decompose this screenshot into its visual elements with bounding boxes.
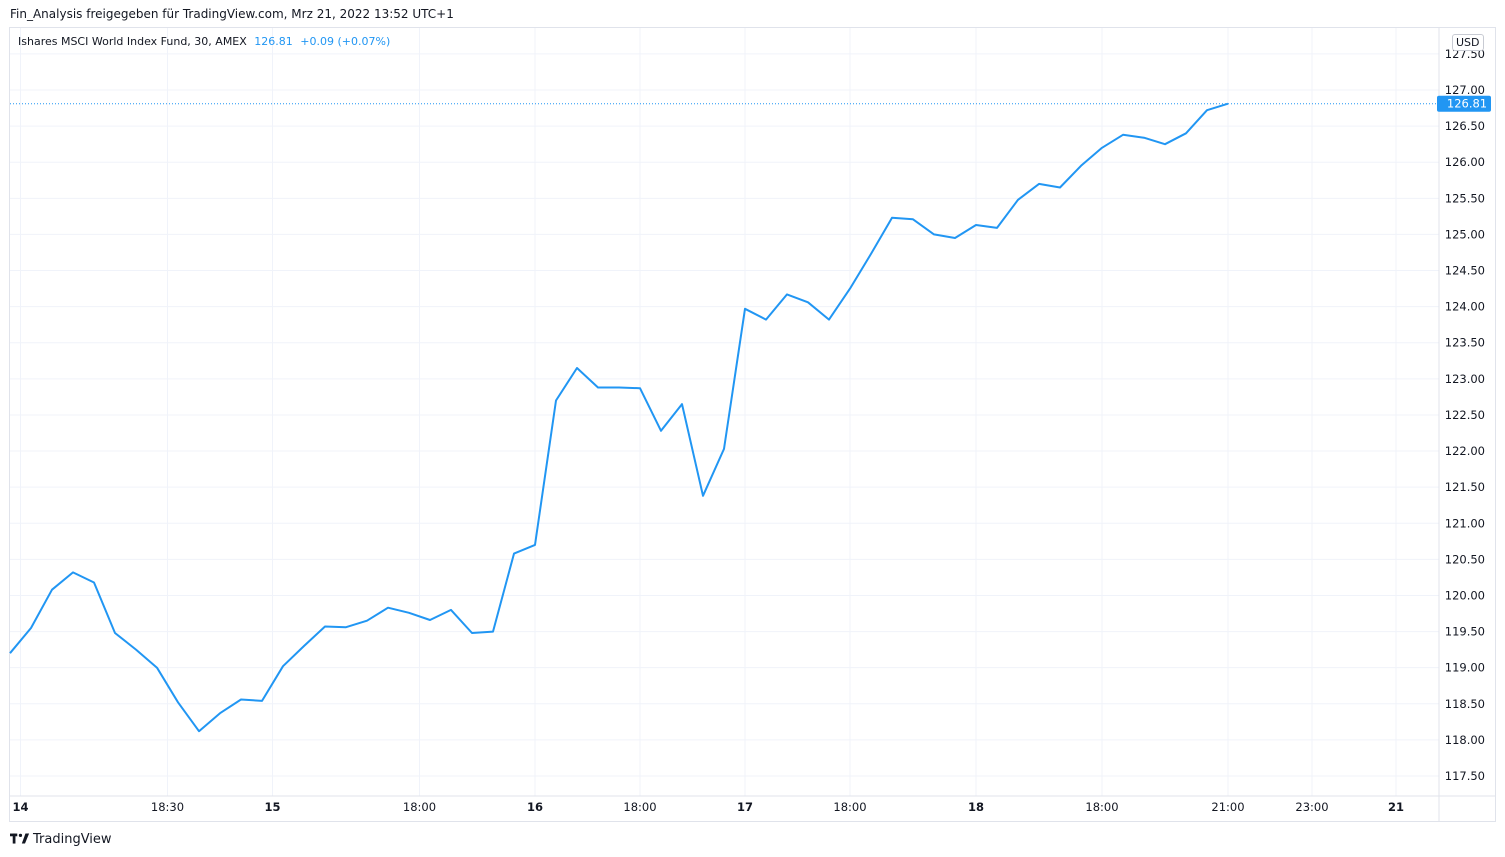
share-header: Fin_Analysis freigegeben für TradingView…	[10, 7, 454, 21]
time-tick-label: 21	[1388, 800, 1404, 814]
time-tick-label: 18:30	[151, 800, 184, 814]
time-tick-label: 15	[264, 800, 280, 814]
tradingview-logo[interactable]: TradingView	[10, 831, 112, 847]
price-tick-label: 124.50	[1445, 264, 1485, 278]
price-tick-label: 119.00	[1445, 661, 1485, 675]
price-tick-label: 125.00	[1445, 227, 1485, 241]
tradingview-brand: TradingView	[33, 831, 112, 847]
grid-lines	[10, 28, 1439, 796]
price-tick-label: 118.50	[1445, 697, 1485, 711]
series-points	[10, 104, 1228, 732]
price-tick-label: 126.00	[1445, 155, 1485, 169]
price-tick-label: 123.50	[1445, 336, 1485, 350]
price-tick-label: 122.50	[1445, 408, 1485, 422]
chart-frame	[9, 27, 1496, 822]
time-axis[interactable]: 14 18:30 15 18:00 16 18:00 17 18:00 18 18:00 21:00…	[12, 800, 1404, 814]
tradingview-logo-icon	[10, 833, 30, 844]
legend-last-price: 126.81	[254, 35, 293, 48]
time-tick-label: 18:00	[623, 800, 656, 814]
legend-change: +0.09 (+0.07%)	[300, 35, 391, 48]
currency-button[interactable]: USD	[1452, 34, 1484, 51]
time-tick-label: 18	[968, 800, 984, 814]
time-tick-label: 16	[527, 800, 543, 814]
price-tick-label: 121.00	[1445, 516, 1485, 530]
price-tick-label: 127.00	[1445, 83, 1485, 97]
time-tick-label: 23:00	[1295, 800, 1328, 814]
svg-text:126.81: 126.81	[1447, 97, 1487, 111]
time-tick-label: 18:00	[403, 800, 436, 814]
price-tick-label: 122.00	[1445, 444, 1485, 458]
symbol-name: Ishares MSCI World Index Fund, 30, AMEX	[18, 35, 247, 48]
time-tick-label: 21:00	[1211, 800, 1244, 814]
price-tick-label: 124.00	[1445, 300, 1485, 314]
price-tick-label: 120.00	[1445, 588, 1485, 602]
price-series-line	[9, 102, 1229, 733]
price-tick-label: 126.50	[1445, 119, 1485, 133]
time-tick-label: 18:00	[833, 800, 866, 814]
price-tick-label: 119.50	[1445, 625, 1485, 639]
price-tick-label: 120.50	[1445, 552, 1485, 566]
last-price-label: 126.81	[1437, 95, 1491, 112]
price-axis[interactable]: 117.50 118.00 118.50 119.00 119.50 120.00 120.…	[1445, 47, 1485, 783]
time-tick-label: 18:00	[1085, 800, 1118, 814]
price-tick-label: 125.50	[1445, 191, 1485, 205]
price-tick-label: 118.00	[1445, 733, 1485, 747]
price-tick-label: 123.00	[1445, 372, 1485, 386]
price-tick-label: 117.50	[1445, 769, 1485, 783]
time-tick-label: 17	[737, 800, 753, 814]
symbol-legend[interactable]: Ishares MSCI World Index Fund, 30, AMEX …	[18, 35, 390, 48]
time-tick-label: 14	[12, 800, 28, 814]
price-tick-label: 121.50	[1445, 480, 1485, 494]
